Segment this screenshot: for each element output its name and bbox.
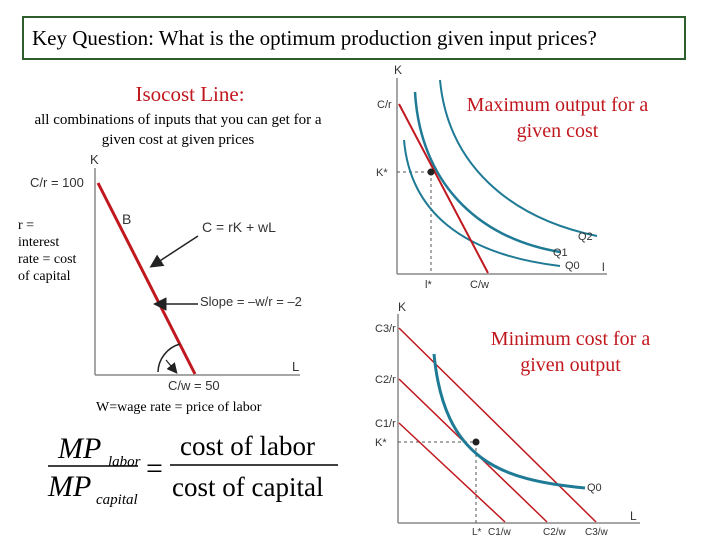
equation-arrow (149, 235, 199, 268)
min-c1r: C1/r (375, 418, 396, 430)
min-cost-diagram: K L C3/r C2/r C1/r K* Q0 L* C1/w C2/w C3… (375, 300, 640, 538)
wage-rate-note: W=wage rate = price of labor (96, 400, 262, 415)
formula-lhs-denominator-sub: capital (96, 492, 138, 508)
isocost-diagram: K L C/r = 100 B C = rK + wL Slope = –w/r… (30, 152, 302, 393)
min-l-label: L (630, 509, 637, 523)
isocost-k-label: K (90, 152, 99, 167)
isocost-k-intercept: C/r = 100 (30, 175, 84, 190)
max-curve-q0 (403, 139, 561, 267)
angle-arrow (165, 359, 178, 374)
isocost-description: all combinations of inputs that you can … (34, 112, 322, 148)
min-k-star: K* (375, 437, 387, 449)
max-l-star: l* (425, 279, 432, 291)
max-q2-label: Q2 (578, 231, 593, 243)
min-c2w: C2/w (543, 527, 567, 538)
min-c2r: C2/r (375, 374, 396, 386)
max-tangency-point (427, 168, 435, 176)
max-k-label: K (394, 63, 402, 77)
isocost-l-intercept: C/w = 50 (168, 378, 220, 393)
min-q0-label: Q0 (587, 482, 602, 494)
min-c1w: C1/w (488, 527, 512, 538)
isocost-line (96, 182, 197, 375)
isocost-title: Isocost Line: (135, 82, 245, 106)
min-k-label: K (398, 300, 406, 314)
max-isocost-line (398, 103, 489, 274)
max-curve-q1 (413, 91, 561, 254)
formula-lhs-numerator: MP (57, 432, 101, 465)
min-l-star: L* (472, 527, 482, 538)
max-q1-label: Q1 (553, 247, 568, 259)
max-q0-label: Q0 (565, 260, 580, 272)
slope-angle-arc (157, 343, 181, 373)
formula-rhs-numerator: cost of labor (180, 431, 315, 461)
interest-rate-note: r = interest rate = cost of capital (18, 218, 77, 284)
min-isocost-c3 (398, 327, 597, 523)
key-question: Key Question: What is the optimum produc… (22, 16, 686, 60)
max-output-caption: Maximum output for a given cost (466, 94, 649, 142)
isocost-point-b: B (122, 211, 131, 227)
min-cost-caption: Minimum cost for a given output (490, 328, 651, 376)
isocost-l-label: L (292, 359, 299, 374)
formula-lhs-denominator: MP (47, 470, 91, 503)
max-l-intercept: C/w (470, 279, 489, 291)
max-k-star: K* (376, 167, 388, 179)
min-curve-q0 (432, 353, 586, 490)
isocost-slope: Slope = –w/r = –2 (200, 294, 302, 309)
min-c3w: C3/w (585, 527, 609, 538)
max-output-diagram: K l C/r K* l* C/w Q2 Q1 Q0 (376, 63, 607, 291)
isocost-equation: C = rK + wL (202, 219, 276, 235)
formula-rhs-denominator: cost of capital (172, 472, 323, 502)
formula-equals: = (146, 452, 163, 485)
formula-lhs-numerator-sub: labor (108, 454, 141, 470)
max-k-intercept: C/r (377, 99, 392, 111)
max-curve-q2 (439, 79, 598, 237)
optimality-formula: MP labor MP capital = cost of labor cost… (47, 431, 338, 508)
min-isocost-c1 (398, 422, 506, 523)
max-l-label: l (602, 260, 605, 274)
min-c3r: C3/r (375, 323, 396, 335)
min-tangency-point (472, 438, 480, 446)
